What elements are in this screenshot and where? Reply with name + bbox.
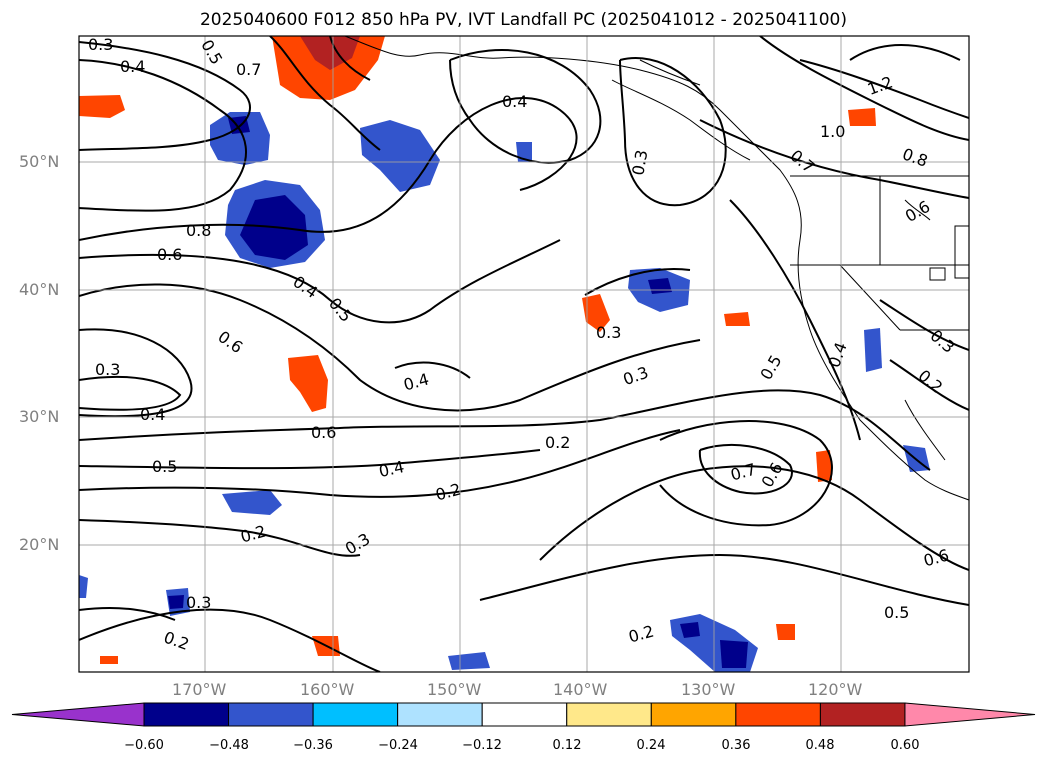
- colorbar-tick-label: 0.60: [890, 738, 920, 753]
- contour-label: 0.5: [884, 603, 909, 622]
- contour-label: 0.4: [377, 457, 406, 481]
- lat-label: 40°N: [19, 280, 60, 299]
- colorbar-tick-label: 0.12: [552, 738, 582, 753]
- contour-label: 0.3: [186, 593, 211, 612]
- lon-label: 160°W: [300, 680, 355, 699]
- colorbar-tick-label: 0.48: [805, 738, 835, 753]
- lon-label: 130°W: [681, 680, 736, 699]
- contour-label: 0.6: [311, 423, 336, 442]
- contour-label: 0.7: [236, 60, 261, 79]
- colorbar-tick-label: −0.12: [462, 738, 502, 753]
- lat-label: 20°N: [19, 535, 60, 554]
- map-title: 2025040600 F012 850 hPa PV, IVT Landfall…: [199, 10, 847, 30]
- pv-contours: [79, 36, 969, 672]
- lon-label: 170°W: [172, 680, 227, 699]
- colorbar-segment: [819, 702, 906, 727]
- colorbar-tick-label: −0.60: [124, 738, 164, 753]
- contour-label: 0.8: [186, 221, 211, 240]
- colorbar-tick-label: −0.36: [293, 738, 333, 753]
- colorbar-tick-label: −0.48: [209, 738, 249, 753]
- lat-label: 30°N: [19, 407, 60, 426]
- coastline: [344, 36, 969, 501]
- colorbar-segment: [397, 702, 483, 727]
- contour-label: 0.3: [95, 360, 120, 379]
- contour-label: 0.3: [88, 35, 113, 54]
- contour-label: 0.3: [628, 148, 651, 176]
- colorbar-tick-label: −0.24: [378, 738, 418, 753]
- lon-label: 150°W: [427, 680, 482, 699]
- graticule: [79, 36, 969, 672]
- contour-label: 0.2: [545, 433, 570, 452]
- colorbar-segment: [143, 702, 230, 727]
- lat-label: 50°N: [19, 152, 60, 171]
- colorbar-tick-label: 0.24: [636, 738, 666, 753]
- colorbar-extend-high: [904, 702, 1036, 727]
- colorbar: [11, 702, 1036, 727]
- colorbar-segment: [566, 702, 652, 727]
- contour-label: 0.4: [140, 405, 165, 424]
- colorbar-segment: [228, 702, 314, 727]
- contour-label: 0.6: [157, 245, 182, 264]
- colorbar-extend-low: [11, 702, 145, 727]
- colorbar-segment: [735, 702, 821, 727]
- contour-label: 0.5: [152, 457, 177, 476]
- colorbar-segment: [312, 702, 399, 727]
- colorbar-segment: [650, 702, 737, 727]
- contour-label: 0.4: [502, 92, 527, 111]
- contour-label: 0.3: [596, 323, 621, 342]
- lon-label: 120°W: [808, 680, 863, 699]
- lon-label: 140°W: [553, 680, 608, 699]
- colorbar-tick-label: 0.36: [721, 738, 751, 753]
- contour-label: 1.0: [820, 122, 845, 141]
- colorbar-segment: [481, 702, 568, 727]
- map-frame: [78, 35, 970, 673]
- contour-label: 0.4: [120, 57, 145, 76]
